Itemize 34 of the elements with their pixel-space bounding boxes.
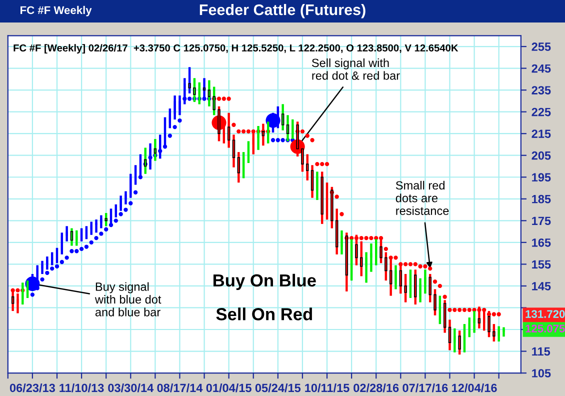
annotation: Small red dots are resistance bbox=[396, 180, 449, 215]
y-tick-label: 205 bbox=[532, 151, 551, 160]
x-tick-label: 03/30/14 bbox=[108, 383, 154, 392]
y-tick-label: 225 bbox=[532, 108, 551, 116]
y-tick-label: 255 bbox=[532, 42, 551, 51]
x-tick-label: 07/17/16 bbox=[402, 383, 448, 392]
x-tick-label: 11/10/13 bbox=[60, 383, 104, 392]
x-tick-label: 02/28/16 bbox=[354, 383, 399, 392]
y-tick-label: 165 bbox=[532, 238, 551, 247]
x-tick-label: 06/23/13 bbox=[10, 383, 56, 392]
y-tick-label: 185 bbox=[532, 194, 551, 204]
y-tick-label: 235 bbox=[532, 86, 551, 94]
y-tick-label: 145 bbox=[532, 282, 551, 290]
y-tick-label: 155 bbox=[532, 260, 551, 269]
x-tick-label: 01/04/15 bbox=[206, 383, 252, 392]
x-tick-label: 08/17/14 bbox=[157, 383, 203, 392]
text: 125.075 bbox=[526, 324, 565, 332]
text: FC #F Weekly bbox=[20, 6, 92, 16]
y-tick-label: 245 bbox=[532, 64, 551, 73]
annotation: Sell On Red bbox=[216, 308, 312, 320]
annotation: FC #F [Weekly] 02/26/17 +3.3750 C 125.0750, H 125.5250, L 122.2500, O 123.8500, V 12.6540K bbox=[14, 44, 458, 54]
chart-title: Feeder Cattle (Futures) bbox=[200, 4, 366, 18]
y-tick-label: 215 bbox=[532, 130, 551, 138]
y-tick-label: 105 bbox=[532, 369, 551, 378]
annotation: Buy On Blue bbox=[213, 274, 316, 290]
annotation: Sell signal with red dot & red bar bbox=[312, 58, 400, 80]
annotation: Buy signal with blue dot and blue bar bbox=[94, 282, 162, 316]
y-tick-label: 115 bbox=[532, 347, 550, 356]
x-tick-label: 10/11/15 bbox=[305, 383, 350, 392]
x-tick-label: 12/04/16 bbox=[452, 383, 497, 392]
y-tick-label: 195 bbox=[532, 173, 551, 182]
y-tick-label: 175 bbox=[532, 216, 551, 226]
text: 131.720 bbox=[526, 310, 565, 318]
x-tick-label: 05/24/15 bbox=[255, 383, 301, 392]
